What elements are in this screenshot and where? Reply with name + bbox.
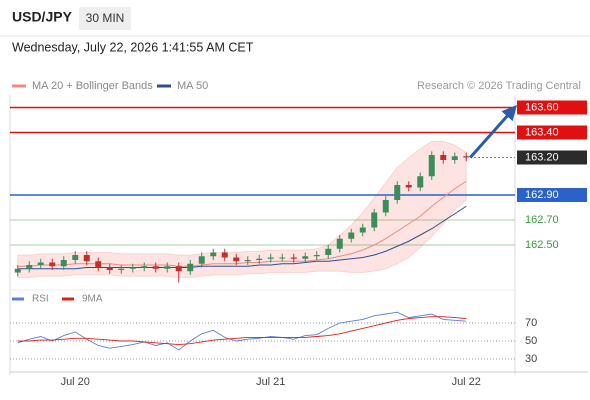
candle-body bbox=[359, 227, 366, 233]
candle-body bbox=[164, 266, 171, 269]
candle-body bbox=[290, 257, 297, 259]
target-arrow bbox=[469, 105, 517, 159]
candle-body bbox=[187, 263, 194, 272]
interval-button[interactable] bbox=[79, 7, 131, 30]
level-label: 162.70 bbox=[525, 214, 559, 226]
candle-body bbox=[83, 255, 90, 262]
candle-body bbox=[451, 156, 458, 160]
timestamp: Wednesday, July 22, 2026 1:41:55 AM CET bbox=[12, 40, 254, 54]
candle-body bbox=[256, 258, 263, 260]
candle-body bbox=[417, 176, 424, 188]
candle-body bbox=[440, 155, 447, 160]
credit: Research © 2026 Trading Central bbox=[417, 80, 581, 92]
level-tag bbox=[517, 188, 587, 202]
level-tag bbox=[517, 125, 587, 140]
candle-body bbox=[118, 268, 125, 270]
candle-body bbox=[210, 252, 217, 257]
candle-body bbox=[405, 185, 412, 188]
candle-body bbox=[198, 256, 205, 264]
y-tick-label: 30 bbox=[525, 353, 537, 365]
candle-body bbox=[279, 257, 286, 259]
x-tick-label: Jul 21 bbox=[256, 376, 285, 388]
indicator-line bbox=[17, 316, 467, 346]
candle-body bbox=[348, 232, 355, 239]
level-label: 163.40 bbox=[525, 126, 559, 138]
last-price-tag bbox=[517, 150, 587, 165]
legend-label: 9MA bbox=[82, 294, 103, 305]
candle-body bbox=[141, 266, 148, 268]
x-tick-label: Jul 20 bbox=[61, 376, 90, 388]
y-tick-label: 50 bbox=[525, 335, 537, 347]
candle-body bbox=[325, 248, 332, 255]
interval-label[interactable]: 30 MIN bbox=[86, 11, 125, 25]
last-price-label: 163.20 bbox=[525, 151, 559, 163]
candle-body bbox=[336, 238, 343, 249]
level-label: 162.50 bbox=[525, 239, 559, 251]
candle-body bbox=[129, 267, 136, 269]
y-tick-label: 70 bbox=[525, 317, 537, 329]
symbol: USD/JPY bbox=[12, 9, 73, 25]
candle-body bbox=[26, 265, 33, 269]
level-label: 163.60 bbox=[525, 101, 559, 113]
candle-body bbox=[37, 262, 44, 265]
x-tick-label: Jul 22 bbox=[452, 376, 481, 388]
candle-body bbox=[175, 266, 182, 272]
level-label: 162.90 bbox=[525, 189, 559, 201]
candle-body bbox=[382, 200, 389, 213]
legend-label: MA 20 + Bollinger Bands bbox=[32, 80, 153, 92]
candle-body bbox=[302, 256, 309, 259]
candle-body bbox=[60, 260, 67, 267]
candle-body bbox=[221, 252, 228, 258]
candle-body bbox=[95, 261, 102, 268]
candle-body bbox=[106, 267, 113, 270]
legend-label: MA 50 bbox=[177, 80, 208, 92]
candle-body bbox=[14, 268, 21, 273]
indicator-line bbox=[17, 311, 467, 351]
candle-body bbox=[49, 262, 56, 267]
ma-line bbox=[17, 205, 467, 270]
candle-body bbox=[233, 257, 240, 262]
candle-body bbox=[152, 266, 159, 269]
candle-body bbox=[72, 255, 79, 260]
candle-body bbox=[428, 155, 435, 177]
candle-body bbox=[394, 185, 401, 200]
bollinger-band bbox=[17, 140, 467, 278]
candle-body bbox=[463, 156, 470, 158]
level-tag bbox=[517, 100, 587, 115]
candle-body bbox=[313, 255, 320, 257]
candle-body bbox=[244, 260, 251, 262]
candle-body bbox=[267, 257, 274, 259]
legend-label: RSI bbox=[32, 294, 49, 305]
ma-line bbox=[17, 180, 467, 267]
candle-body bbox=[371, 212, 378, 228]
